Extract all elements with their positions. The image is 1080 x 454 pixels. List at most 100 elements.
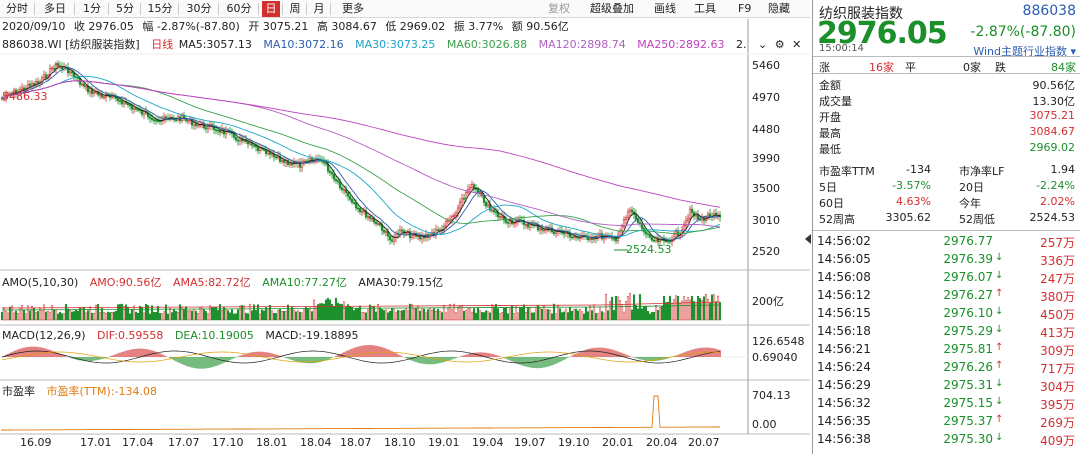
volume-bar (74, 309, 78, 321)
tool-button-1[interactable]: 超级叠加 (590, 2, 634, 15)
volume-bar (574, 308, 578, 321)
volume-bar (52, 309, 56, 321)
index-source-link[interactable]: Wind主题行业指数 ▾ (973, 43, 1076, 59)
close-icon[interactable]: ✕ (792, 38, 802, 51)
volume-bar (286, 304, 290, 321)
volume-bar (516, 312, 520, 321)
volume-bar (702, 296, 706, 321)
volume-bar (62, 313, 66, 321)
tool-button-5[interactable]: 隐藏 (768, 2, 790, 15)
volume-bar (256, 304, 260, 321)
candle-body (216, 129, 220, 132)
volume-bar (678, 303, 682, 321)
tool-button-2[interactable]: 画线 (654, 2, 676, 15)
volume-bar (546, 309, 550, 321)
candle-body (190, 118, 194, 126)
volume-bar (700, 300, 704, 321)
candle-body (458, 201, 462, 209)
volume-bar (388, 310, 392, 321)
stat-label: 最低 (819, 143, 841, 156)
volume-bar (40, 310, 44, 321)
volume-bar (430, 310, 434, 321)
candle-body (218, 130, 222, 133)
candle-body (52, 67, 56, 70)
volume-bar (600, 311, 604, 321)
settings-icon[interactable]: ⚙ (774, 38, 785, 51)
volume-bar (610, 296, 614, 321)
stat-label: 52周低 (959, 213, 995, 226)
price-scale-label: 3500 (752, 182, 780, 195)
date-axis-label: 17.07 (168, 436, 200, 449)
kline-chart[interactable] (0, 0, 810, 454)
volume-bar (690, 295, 694, 321)
candle-body (588, 238, 592, 241)
volume-bar (478, 310, 482, 321)
volume-bar (418, 310, 422, 321)
volume-bar (320, 303, 324, 321)
tick-t: 14:56:18 (817, 324, 871, 338)
candle-body (490, 209, 494, 212)
period-tab-4[interactable]: 15分 (147, 2, 173, 15)
candle-body (270, 153, 274, 155)
tick-p: 2975.29 (943, 324, 993, 338)
stat-label: 成交量 (819, 95, 852, 108)
period-tab-7[interactable]: 日 (262, 1, 280, 17)
period-tab-8[interactable]: 周 (289, 2, 301, 15)
volume-bar (150, 305, 154, 321)
volume-bar (238, 305, 242, 321)
chevron-down-icon[interactable]: ⌄ (758, 38, 768, 51)
volume-bar (206, 313, 210, 321)
candle-body (346, 192, 350, 197)
candle-body (682, 225, 686, 231)
period-tab-9[interactable]: 月 (313, 2, 325, 15)
volume-bar (110, 311, 114, 321)
price-scale-label: 4970 (752, 91, 780, 104)
candle-body (150, 117, 154, 120)
candle-body (274, 156, 278, 159)
period-tab-5[interactable]: 30分 (186, 2, 212, 15)
price-scale-label: 5460 (752, 59, 780, 72)
volume-bar (64, 303, 68, 321)
tick-vol: 717万 (1040, 362, 1075, 376)
period-tab-0[interactable]: 分时 (6, 2, 28, 15)
volume-bar (618, 300, 622, 321)
candle-body (690, 208, 694, 213)
volume-bar (672, 299, 676, 321)
stat-label: 金额 (819, 79, 841, 92)
candle-body (136, 108, 140, 111)
candle-body (364, 210, 368, 218)
volume-bar (562, 311, 566, 321)
price-change: -2.87%(-87.80) (970, 24, 1076, 40)
stat-row: 市盈率TTM -134 市净率LF 1.94 (819, 163, 1075, 180)
volume-bar (336, 302, 340, 321)
period-tab-3[interactable]: 5分 (116, 2, 134, 15)
tool-button-0[interactable]: 复权 (548, 2, 570, 15)
tool-button-3[interactable]: 工具 (694, 2, 716, 15)
volume-bar (564, 308, 568, 321)
tool-button-4[interactable]: F9 (738, 2, 752, 15)
candle-body (526, 224, 530, 228)
volume-bar (536, 305, 540, 321)
candle-body (134, 107, 138, 110)
tick-row: 14:56:24 2976.26 ↑ 717万 (817, 360, 1077, 377)
period-tab-10[interactable]: 更多 (342, 2, 364, 15)
stat-row: 成交量 13.30亿 (819, 93, 1075, 110)
period-tab-2[interactable]: 1分 (83, 2, 101, 15)
period-tab-6[interactable]: 60分 (226, 2, 252, 15)
ma-more[interactable]: 2. (736, 38, 747, 51)
stat-label: 市净率LF (959, 165, 1005, 178)
candle-body (486, 203, 490, 207)
volume-bar (538, 307, 542, 321)
volume-bar (98, 312, 102, 321)
candle-body (0, 97, 4, 100)
candle-body (464, 192, 468, 199)
tab-separator (218, 3, 219, 15)
volume-bar (170, 312, 174, 321)
candle-body (348, 195, 352, 200)
collapse-arrow-icon[interactable] (805, 234, 811, 244)
candle-body (404, 232, 408, 234)
period-tab-1[interactable]: 多日 (44, 2, 66, 15)
candle-body (474, 188, 478, 190)
volume-bar (636, 308, 640, 321)
volume-bar (446, 307, 450, 321)
